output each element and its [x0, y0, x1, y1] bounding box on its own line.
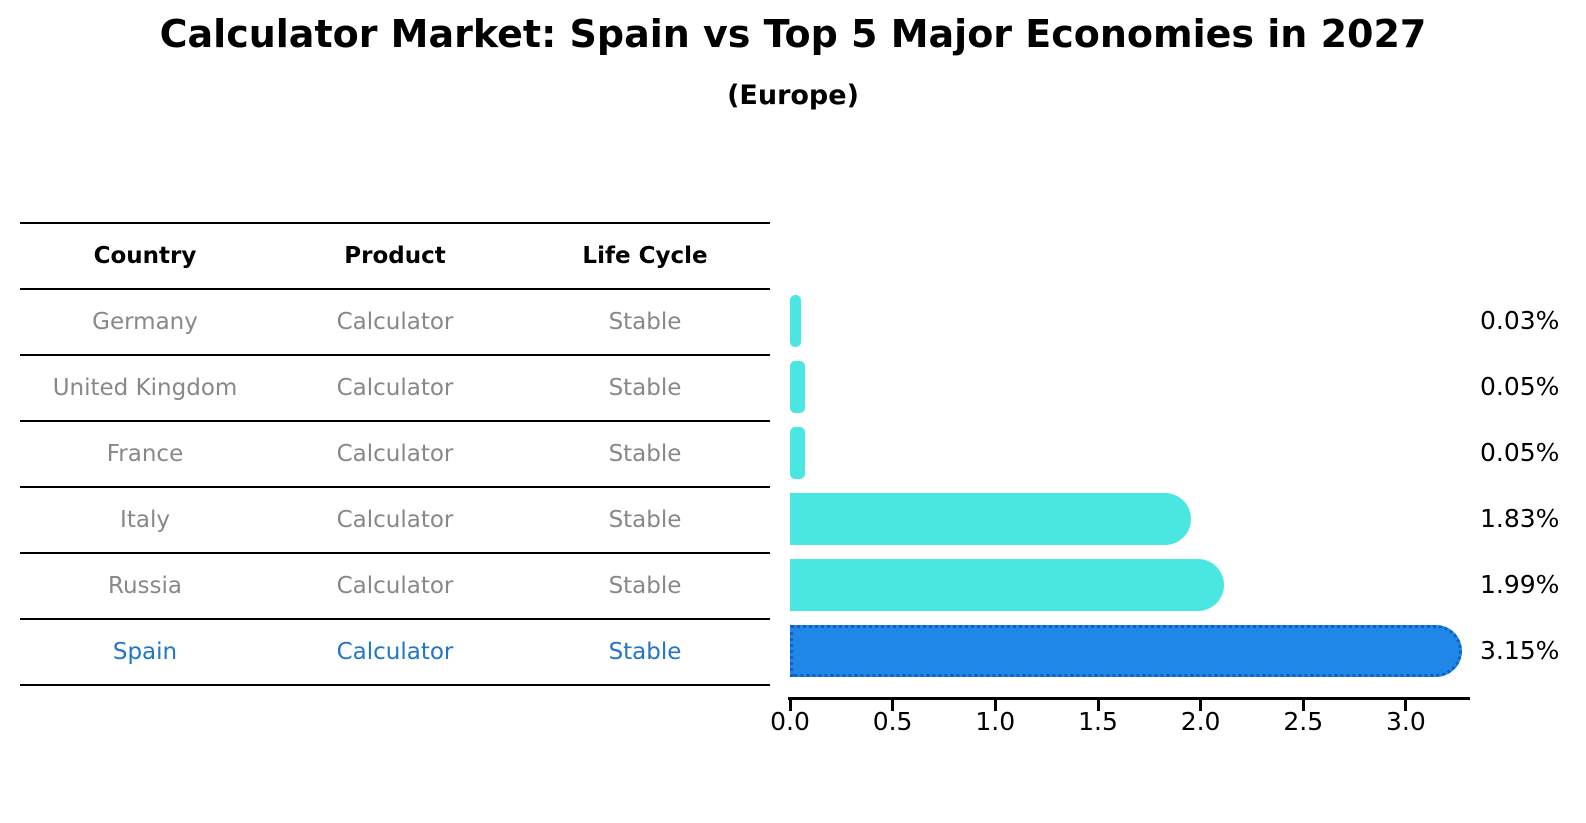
country-cell: Germany — [92, 309, 198, 335]
country-cell: Spain — [112, 639, 178, 665]
x-axis-tick-label: 2.5 — [1283, 707, 1324, 736]
bar-italy — [790, 493, 1191, 545]
table-row: Italy Calculator Stable — [20, 488, 770, 554]
product-cell: Calculator — [336, 375, 454, 401]
x-axis-tick-label: 0.5 — [872, 707, 913, 736]
bar-russia — [790, 559, 1224, 611]
x-axis-tick — [1301, 700, 1305, 711]
lifecycle-cell: Stable — [608, 375, 682, 401]
lifecycle-cell: Stable — [608, 441, 682, 467]
country-cell: United Kingdom — [52, 375, 238, 401]
country-cell: France — [106, 441, 184, 467]
bar-value-label: 3.15% — [1480, 636, 1560, 665]
bar-value-label: 0.03% — [1480, 306, 1560, 335]
x-axis-tick — [1404, 700, 1408, 711]
country-cell: Russia — [108, 573, 182, 599]
column-header-product: Product — [344, 243, 446, 269]
lifecycle-cell: Stable — [608, 639, 682, 665]
x-axis-tick-label: 3.0 — [1386, 707, 1426, 736]
x-axis-tick-label: 1.5 — [1078, 707, 1118, 736]
column-header-lifecycle: Life Cycle — [582, 243, 708, 269]
x-axis-line — [788, 697, 1470, 700]
table-header-row: Country Product Life Cycle — [20, 224, 770, 290]
product-cell: Calculator — [336, 507, 454, 533]
table-body: Germany Calculator Stable United Kingdom Cal… — [20, 290, 770, 686]
table-row: Germany Calculator Stable — [20, 290, 770, 356]
lifecycle-cell: Stable — [608, 573, 682, 599]
x-axis-tick — [891, 700, 895, 711]
bar-value-label: 1.83% — [1480, 504, 1560, 533]
x-axis-tick-label: 2.0 — [1180, 707, 1221, 736]
x-axis-tick-label: 1.0 — [975, 707, 1016, 736]
bar-value-label: 0.05% — [1480, 438, 1560, 467]
column-header-country: Country — [93, 243, 197, 269]
x-axis-tick — [788, 700, 792, 711]
bar-united-kingdom — [790, 361, 806, 413]
product-cell: Calculator — [336, 639, 454, 665]
chart-subtitle: (Europe) — [727, 80, 859, 111]
bar-france — [790, 427, 806, 479]
product-cell: Calculator — [336, 309, 454, 335]
table-row: Russia Calculator Stable — [20, 554, 770, 620]
lifecycle-cell: Stable — [608, 507, 682, 533]
country-table: Country Product Life Cycle Germany Calcul… — [20, 222, 770, 686]
product-cell: Calculator — [336, 573, 454, 599]
table-row: Spain Calculator Stable — [20, 620, 770, 686]
bar-value-label: 1.99% — [1480, 570, 1560, 599]
bar-spain — [790, 625, 1462, 677]
bar-value-label: 0.05% — [1480, 372, 1560, 401]
country-cell: Italy — [120, 507, 170, 533]
x-axis-tick — [993, 700, 997, 711]
product-cell: Calculator — [336, 441, 454, 467]
table-row: United Kingdom Calculator Stable — [20, 356, 770, 422]
x-axis-tick — [1199, 700, 1203, 711]
x-axis-tick — [1096, 700, 1100, 711]
bar-germany — [790, 295, 802, 347]
table-row: France Calculator Stable — [20, 422, 770, 488]
x-axis-tick-label: 0.0 — [770, 707, 810, 736]
lifecycle-cell: Stable — [608, 309, 682, 335]
chart-title: Calculator Market: Spain vs Top 5 Major … — [159, 12, 1427, 56]
